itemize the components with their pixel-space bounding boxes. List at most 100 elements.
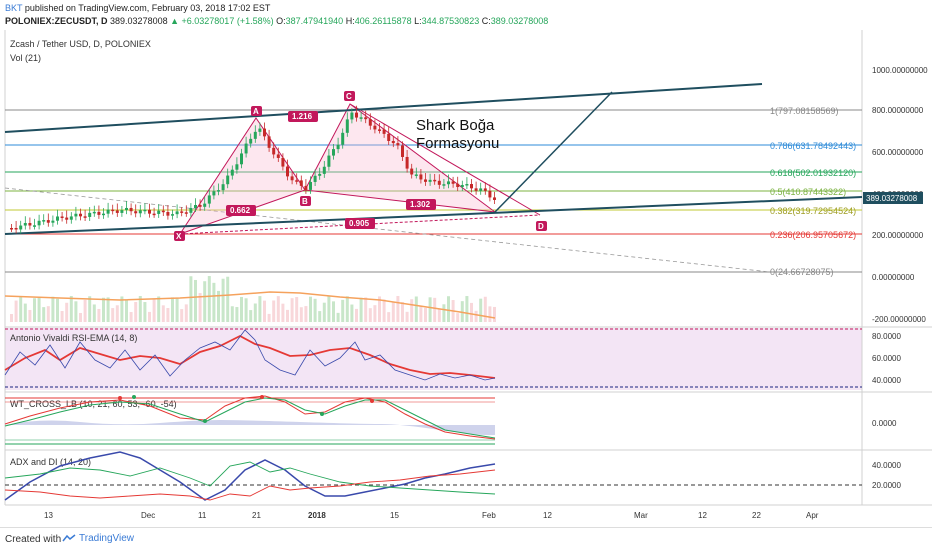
- volume-bar: [152, 299, 156, 322]
- candle-body: [309, 181, 312, 190]
- candle-body: [295, 180, 299, 182]
- price-tick: 600.00000000: [872, 148, 924, 157]
- volume-bar: [148, 311, 151, 322]
- volume-bar: [134, 301, 138, 322]
- volume-bar: [102, 297, 105, 322]
- wt-cross-dot: [370, 399, 374, 403]
- candle-body: [470, 184, 473, 189]
- rsi-ema-line: [4, 334, 496, 379]
- volume-bar: [88, 296, 92, 322]
- volume-bar: [19, 296, 23, 322]
- candle-body: [157, 210, 161, 214]
- volume-bar: [217, 290, 220, 322]
- point-label-c: C: [346, 92, 352, 101]
- volume-bars: [10, 276, 496, 322]
- candle-body: [235, 164, 239, 170]
- publish-info: published on TradingView.com, February 0…: [24, 3, 271, 13]
- volume-bar: [230, 306, 234, 322]
- candle-body: [299, 180, 303, 186]
- candle-body: [69, 216, 73, 220]
- candle-body: [226, 175, 230, 185]
- volume-bar: [46, 306, 50, 322]
- candle-body: [313, 175, 317, 182]
- volume-label: Vol (21): [10, 53, 41, 63]
- candle-body: [217, 190, 220, 192]
- volume-bar: [129, 312, 133, 322]
- volume-bar: [143, 302, 147, 322]
- volume-bar: [442, 304, 446, 322]
- volume-bar: [175, 297, 179, 322]
- candle-body: [65, 217, 69, 220]
- candle-body: [46, 220, 50, 223]
- rsi-tick: 40.0000: [872, 376, 901, 385]
- time-axis[interactable]: 13 Dec 11 21 2018 15 Feb 12 Mar 12 22 Ap…: [44, 511, 819, 520]
- candle-body: [290, 176, 294, 181]
- price-tick: 800.00000000: [872, 106, 924, 115]
- volume-bar: [258, 296, 262, 322]
- candle-body: [152, 213, 156, 216]
- time-tick: 21: [252, 511, 261, 520]
- chart-canvas[interactable]: Zcash / Tether USD, D, POLONIEX Vol (21)…: [0, 30, 932, 527]
- volume-bar: [37, 297, 41, 322]
- candle-body: [51, 220, 55, 223]
- volume-bar: [65, 302, 69, 322]
- candle-body: [111, 209, 115, 212]
- candle-body: [373, 125, 377, 130]
- ohlc-line: POLONIEX:ZECUSDT, D 389.03278008 ▲ +6.03…: [5, 16, 548, 26]
- fib-label: 0.5(410.87443322): [770, 187, 846, 197]
- wt-cross-dot: [260, 395, 264, 399]
- minus-di-line: [4, 469, 496, 501]
- volume-bar: [470, 302, 473, 322]
- candle-body: [387, 133, 391, 141]
- volume-bar: [267, 313, 271, 322]
- volume-bar: [138, 296, 142, 322]
- volume-bar: [479, 298, 483, 322]
- candle-body: [79, 213, 82, 217]
- fib-label: 0.618(502.01932120): [770, 168, 856, 178]
- candle-body: [106, 209, 110, 214]
- low-value: 344.87530823: [421, 16, 480, 26]
- volume-bar: [447, 296, 450, 322]
- candle-body: [437, 180, 441, 185]
- adx-tick: 40.0000: [872, 461, 901, 470]
- candle-body: [92, 211, 96, 214]
- fib-label: 0.786(631.78492443): [770, 141, 856, 151]
- candle-body: [474, 188, 478, 191]
- volume-bar: [387, 312, 391, 322]
- volume-bar: [106, 297, 110, 322]
- candle-body: [148, 209, 151, 214]
- ratio-label: 1.216: [292, 112, 313, 121]
- rsi-line: [4, 329, 496, 381]
- tradingview-brand[interactable]: TradingView: [62, 533, 134, 544]
- candle-body: [33, 225, 36, 227]
- candle-body: [60, 216, 64, 218]
- volume-bar: [125, 299, 128, 322]
- volume-bar: [437, 309, 441, 322]
- volume-bar: [207, 276, 211, 322]
- close-label: C:: [481, 16, 491, 26]
- time-tick: Apr: [806, 511, 819, 520]
- point-label-a: A: [253, 107, 259, 116]
- volume-bar: [295, 297, 299, 322]
- pattern-triangle-bcd: [304, 103, 497, 213]
- volume-bar: [10, 314, 13, 322]
- candle-body: [414, 174, 418, 176]
- volume-bar: [161, 305, 165, 322]
- author-link[interactable]: BKT: [5, 3, 23, 13]
- volume-bar: [276, 296, 280, 322]
- candle-body: [456, 183, 460, 188]
- volume-bar: [235, 307, 239, 322]
- volume-bar: [290, 298, 294, 322]
- volume-bar: [318, 311, 322, 322]
- footer-bar: Created with TradingView: [0, 527, 932, 550]
- volume-bar: [483, 296, 487, 322]
- candle-body: [281, 157, 285, 167]
- candle-body: [318, 173, 322, 176]
- volume-bar: [286, 309, 289, 322]
- volume-bar: [327, 296, 331, 322]
- volume-bar: [189, 276, 193, 322]
- time-tick: 11: [198, 511, 207, 520]
- volume-bar: [69, 296, 73, 322]
- volume-bar: [350, 304, 354, 322]
- wt-histogram: [5, 420, 495, 436]
